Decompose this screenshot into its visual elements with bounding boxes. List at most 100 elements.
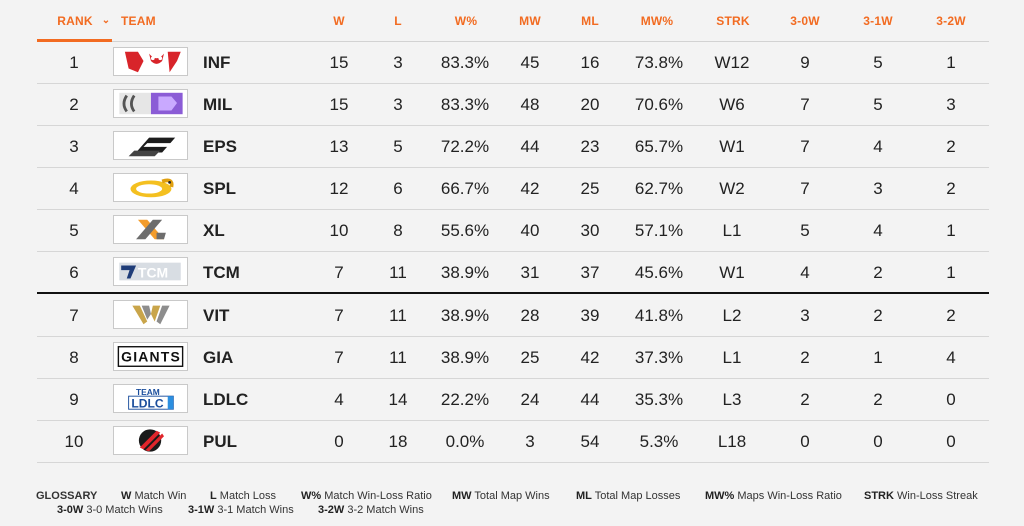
map-wins-cell: 3: [525, 432, 535, 451]
vitality-logo[interactable]: [113, 300, 188, 329]
team-name[interactable]: VIT: [203, 306, 230, 325]
header-mw[interactable]: MW: [519, 14, 541, 28]
glossary-item: W% Match Win-Loss Ratio: [301, 490, 432, 502]
table-row[interactable]: 6 7 11 38.9% 31 37 45.6% W1 4 2 1 TCM TCM: [37, 252, 989, 294]
team-name[interactable]: SPL: [203, 179, 237, 198]
map-win-pct-cell: 62.7%: [634, 179, 684, 198]
three-one-wins-cell: 0: [873, 432, 883, 451]
glossary-key: W%: [301, 490, 322, 502]
map-wins-cell: 28: [520, 306, 540, 325]
team-name[interactable]: PUL: [203, 432, 237, 451]
glossary-desc: Match Loss: [216, 490, 277, 502]
header-divider: [37, 41, 989, 42]
header-win-pct[interactable]: W%: [454, 14, 478, 28]
header-3-1w[interactable]: 3-1W: [863, 14, 893, 28]
streak-cell: W1: [719, 263, 745, 282]
win-pct-cell: 55.6%: [440, 221, 490, 240]
team-name[interactable]: TCM: [203, 263, 240, 282]
table-row[interactable]: 4 12 6 66.7% 42 25 62.7% W2 7 3 2 SPL: [37, 168, 989, 210]
rank-cell: 4: [69, 179, 79, 198]
eps-logo[interactable]: [113, 131, 188, 160]
rank-cell: 9: [69, 390, 79, 409]
table-row[interactable]: 9 4 14 22.2% 24 44 35.3% L3 2 2 0 TEAM LDLC LDLC: [37, 379, 989, 421]
glossary-key: MW: [452, 490, 472, 502]
glossary-item: ML Total Map Losses: [576, 490, 680, 502]
three-one-wins-cell: 1: [873, 348, 883, 367]
map-losses-cell: 39: [580, 306, 600, 325]
wins-cell: 7: [334, 348, 344, 367]
win-pct-cell: 38.9%: [440, 348, 490, 367]
table-row[interactable]: 3 13 5 72.2% 44 23 65.7% W1 7 4 2 EPS: [37, 126, 989, 168]
table-row[interactable]: 5 10 8 55.6% 40 30 57.1% L1 5 4 1 XL: [37, 210, 989, 252]
map-wins-cell: 24: [520, 390, 540, 409]
three-one-wins-cell: 2: [873, 263, 883, 282]
three-zero-wins-cell: 7: [800, 95, 810, 114]
win-pct-cell: 38.9%: [440, 263, 490, 282]
three-two-wins-cell: 3: [946, 95, 956, 114]
three-zero-wins-cell: 7: [800, 137, 810, 156]
tcm-logo[interactable]: TCM: [113, 257, 188, 286]
wins-cell: 4: [334, 390, 344, 409]
map-losses-cell: 54: [580, 432, 600, 451]
header-l[interactable]: L: [394, 14, 402, 28]
rank-cell: 8: [69, 348, 79, 367]
team-name[interactable]: XL: [203, 221, 225, 240]
table-row[interactable]: 10 0 18 0.0% 3 54 5.3% L18 0 0 0 PUL: [37, 421, 989, 463]
header-w[interactable]: W: [333, 14, 345, 28]
team-name[interactable]: GIA: [203, 348, 234, 367]
streak-cell: L1: [722, 348, 742, 367]
snake-logo[interactable]: [113, 173, 188, 202]
three-one-wins-cell: 3: [873, 179, 883, 198]
win-pct-cell: 72.2%: [440, 137, 490, 156]
wins-cell: 15: [329, 53, 349, 72]
table-row[interactable]: 8 7 11 38.9% 25 42 37.3% L1 2 1 4 GIANTS GIA: [37, 337, 989, 379]
glossary-key: 3-0W: [57, 504, 84, 516]
wins-cell: 7: [334, 263, 344, 282]
losses-cell: 5: [393, 137, 403, 156]
header-ml[interactable]: ML: [581, 14, 599, 28]
map-win-pct-cell: 35.3%: [634, 390, 684, 409]
table-row[interactable]: 7 7 11 38.9% 28 39 41.8% L2 3 2 2 VIT: [37, 295, 989, 337]
infinity-logo[interactable]: [113, 47, 188, 76]
svg-text:TCM: TCM: [138, 265, 168, 281]
header-3-2w[interactable]: 3-2W: [936, 14, 966, 28]
map-losses-cell: 30: [580, 221, 600, 240]
pulsar-logo[interactable]: [113, 426, 188, 455]
header-rank[interactable]: RANK: [57, 14, 93, 28]
ldlc-logo[interactable]: TEAM LDLC: [113, 384, 188, 413]
svg-text:TEAM: TEAM: [136, 387, 160, 397]
giants-logo[interactable]: GIANTS: [113, 342, 188, 371]
chevron-down-icon[interactable]: ⌄: [101, 15, 111, 26]
team-name[interactable]: MIL: [203, 95, 233, 114]
table-row[interactable]: 1 15 3 83.3% 45 16 73.8% W12 9 5 1 INF: [37, 42, 989, 84]
rank-cell: 3: [69, 137, 79, 156]
header-map-win-pct[interactable]: MW%: [640, 14, 674, 28]
glossary-key: 3-1W: [188, 504, 215, 516]
streak-cell: L2: [722, 306, 742, 325]
table-row[interactable]: 2 15 3 83.3% 48 20 70.6% W6 7 5 3 MIL: [37, 84, 989, 126]
xl-logo[interactable]: [113, 215, 188, 244]
streak-cell: L18: [717, 432, 747, 451]
map-win-pct-cell: 57.1%: [634, 221, 684, 240]
header-3-0w[interactable]: 3-0W: [790, 14, 820, 28]
header-team[interactable]: TEAM: [121, 14, 156, 28]
three-zero-wins-cell: 0: [800, 432, 810, 451]
three-zero-wins-cell: 2: [800, 390, 810, 409]
header-streak[interactable]: STRK: [716, 14, 750, 28]
glossary-key: L: [210, 490, 217, 502]
team-name[interactable]: INF: [203, 53, 231, 72]
three-two-wins-cell: 2: [946, 306, 956, 325]
mil-logo[interactable]: [113, 89, 188, 118]
glossary-key: MW%: [705, 490, 735, 502]
three-zero-wins-cell: 7: [800, 179, 810, 198]
team-name[interactable]: EPS: [203, 137, 238, 156]
win-pct-cell: 83.3%: [440, 95, 490, 114]
team-name[interactable]: LDLC: [203, 390, 249, 409]
three-one-wins-cell: 2: [873, 390, 883, 409]
losses-cell: 11: [389, 348, 407, 367]
losses-cell: 11: [389, 263, 407, 282]
three-one-wins-cell: 4: [873, 221, 883, 240]
streak-cell: W2: [719, 179, 745, 198]
glossary-desc: Maps Win-Loss Ratio: [734, 490, 842, 502]
